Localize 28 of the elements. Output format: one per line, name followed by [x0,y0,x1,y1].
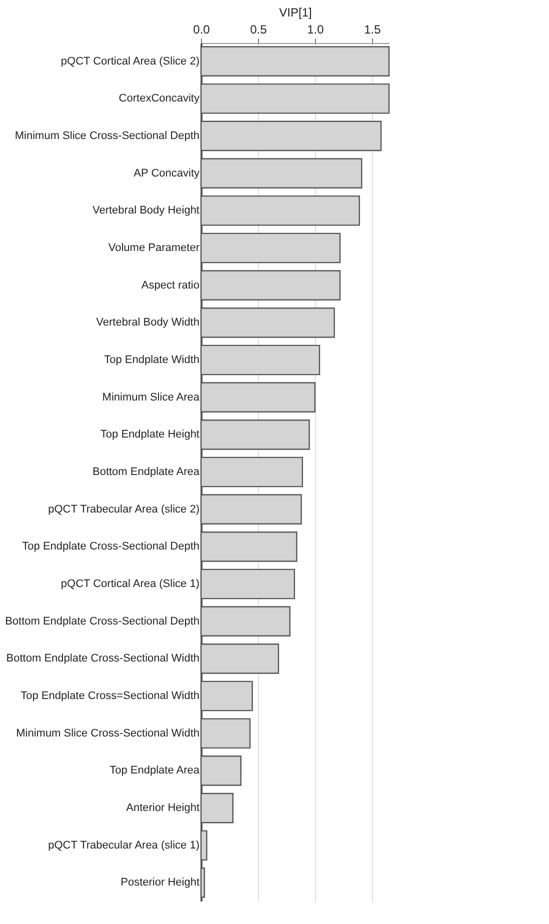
x-tick-label: 0.0 [193,22,210,36]
x-tick-label: 1.0 [307,22,324,36]
y-tick-label: Bottom Endplate Cross-Sectional Depth [5,615,200,628]
y-tick-label: Aspect ratio [141,279,200,292]
y-tick-label: Top Endplate Cross-Sectional Depth [22,540,200,553]
y-tick-label: CortexConcavity [118,92,200,105]
y-tick-label: Top Endplate Width [104,354,200,366]
y-tick-label: Bottom Endplate Area [92,466,200,478]
y-tick-label: Anterior Height [126,802,200,814]
y-tick-label: Minimum Slice Cross-Sectional Depth [14,130,200,142]
y-tick-label: pQCT Trabecular Area (slice 2) [48,503,200,516]
y-tick-label: Top Endplate Height [100,428,200,441]
y-tick-label: Bottom Endplate Cross-Sectional Width [6,652,200,665]
x-axis-title: VIP[1] [279,6,312,20]
y-tick-label: pQCT Cortical Area (Slice 1) [60,578,200,590]
y-tick-label: Volume Parameter [108,242,200,254]
y-tick-label: Top Endplate Area [110,764,200,777]
x-tick-label: 0.5 [250,22,268,36]
y-tick-label: Posterior Height [120,876,200,889]
x-tick-label: 1.5 [364,22,382,36]
y-tick-label: pQCT Trabecular Area (slice 1) [48,839,200,852]
y-tick-label: AP Concavity [134,167,200,180]
y-tick-label: Minimum Slice Area [102,391,200,404]
y-tick-label: pQCT Cortical Area (Slice 2) [60,55,200,68]
y-tick-label: Vertebral Body Height [92,204,200,217]
y-tick-label: Top Endplate Cross=Sectional Width [20,690,200,702]
y-tick-label: Minimum Slice Cross-Sectional Width [16,727,200,740]
y-tick-label: Vertebral Body Width [96,316,200,329]
